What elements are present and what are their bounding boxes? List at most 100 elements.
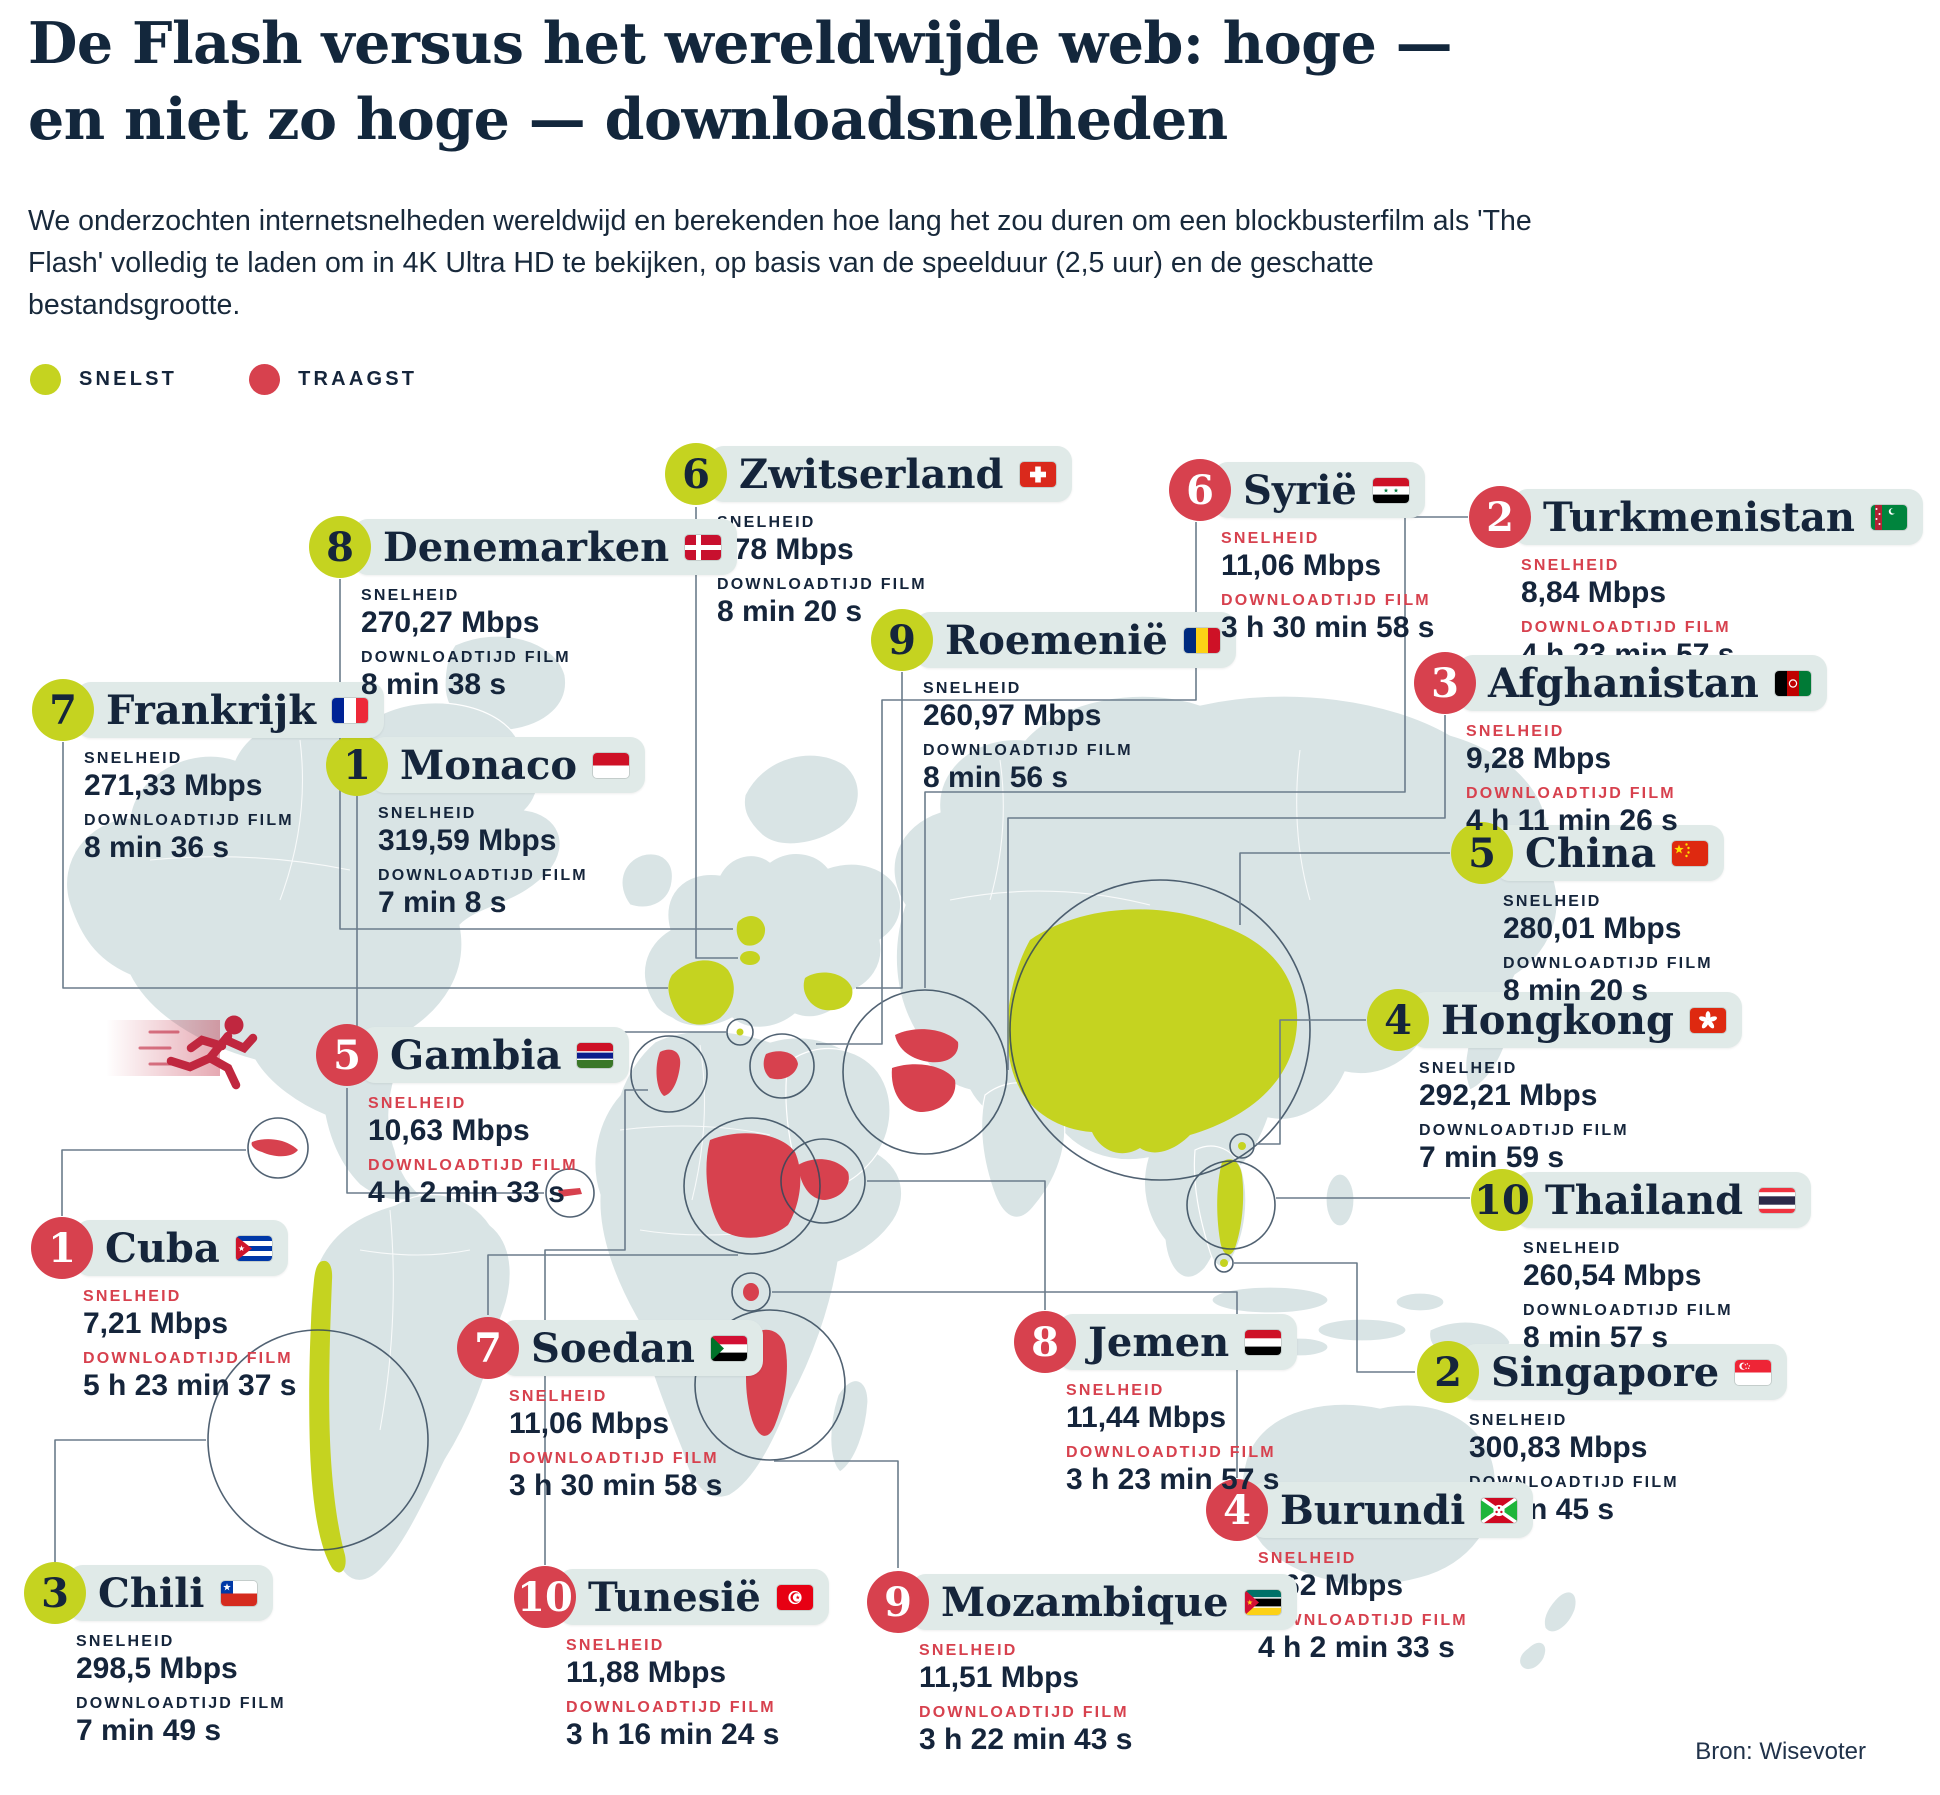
- download-time-value: 8 min 38 s: [361, 668, 507, 701]
- download-time-label: DOWNLOADTIJD FILM: [378, 867, 588, 884]
- download-time-label: DOWNLOADTIJD FILM: [1466, 785, 1676, 802]
- speed-value: 260,97 Mbps: [923, 699, 1102, 732]
- page-title: De Flash versus het wereldwijde web: hog…: [28, 10, 1453, 153]
- rank-badge: 3: [1414, 652, 1476, 714]
- country-callout-chili: 3 Chili SNELHEID 298,5 Mbps DOWNLOADTIJD…: [24, 1562, 286, 1748]
- country-stats: SNELHEID 11,06 Mbps DOWNLOADTIJD FILM 3 …: [509, 1388, 763, 1503]
- speed-label: SNELHEID: [1521, 557, 1620, 574]
- download-time-value: 8 min 56 s: [923, 761, 1069, 794]
- country-stats: SNELHEID 270,27 Mbps DOWNLOADTIJD FILM 8…: [361, 587, 737, 702]
- speed-label: SNELHEID: [566, 1637, 665, 1654]
- country-stats: SNELHEID 9,28 Mbps DOWNLOADTIJD FILM 4 h…: [1466, 723, 1827, 838]
- speed-value: 270,27 Mbps: [361, 606, 540, 639]
- zwitserland-flag-icon: [1019, 461, 1056, 487]
- rank-badge: 7: [457, 1317, 519, 1379]
- country-callout-gambia: 5 Gambia SNELHEID 10,63 Mbps DOWNLOADTIJ…: [316, 1024, 630, 1210]
- country-name: Mozambique: [941, 1578, 1229, 1626]
- legend: SNELST TRAAGST: [30, 364, 417, 395]
- download-time-value: 4 h 2 min 33 s: [368, 1176, 565, 1209]
- download-time-label: DOWNLOADTIJD FILM: [509, 1450, 719, 1467]
- rank-badge: 6: [1169, 459, 1231, 521]
- country-callout-turkmenistan: 2 Turkmenistan SNELHEID 8,84 Mbps DOWNLO…: [1469, 486, 1924, 672]
- country-callout-zwitserland: 6 Zwitserland SNELHEID 278 Mbps DOWNLOAD…: [665, 443, 1072, 629]
- download-time-label: DOWNLOADTIJD FILM: [76, 1695, 286, 1712]
- jemen-flag-icon: [1245, 1329, 1282, 1355]
- rank-badge: 9: [871, 609, 933, 671]
- cuba-flag-icon: [235, 1235, 272, 1261]
- soedan-flag-icon: [710, 1335, 747, 1361]
- country-pill: Zwitserland: [709, 446, 1072, 502]
- country-stats: SNELHEID 278 Mbps DOWNLOADTIJD FILM 8 mi…: [717, 514, 1072, 629]
- country-pill: Monaco: [370, 737, 645, 793]
- chili-flag-icon: [220, 1580, 257, 1606]
- country-stats: SNELHEID 260,54 Mbps DOWNLOADTIJD FILM 8…: [1523, 1240, 1811, 1355]
- country-name: Thailand: [1545, 1176, 1744, 1224]
- country-stats: SNELHEID 271,33 Mbps DOWNLOADTIJD FILM 8…: [84, 750, 384, 865]
- download-time-label: DOWNLOADTIJD FILM: [83, 1350, 293, 1367]
- fastest-country-highlights: [309, 909, 1298, 1573]
- country-callout-singapore: 2 Singapore SNELHEID 300,83 Mbps DOWNLOA…: [1417, 1341, 1788, 1527]
- country-pill: Frankrijk: [76, 682, 384, 738]
- gambia-flag-icon: [577, 1042, 614, 1068]
- download-time-value: 4 h 2 min 33 s: [1258, 1631, 1455, 1664]
- country-pill: Turkmenistan: [1513, 489, 1924, 545]
- country-callout-mozambique: 9 Mozambique SNELHEID 11,51 Mbps DOWNLOA…: [867, 1571, 1297, 1757]
- download-time-label: DOWNLOADTIJD FILM: [919, 1704, 1129, 1721]
- speed-value: 271,33 Mbps: [84, 769, 263, 802]
- rank-badge: 10: [514, 1566, 576, 1628]
- country-name: Syrië: [1243, 466, 1357, 514]
- country-pill: Soedan: [501, 1320, 763, 1376]
- slowest-legend-label: TRAAGST: [298, 368, 418, 390]
- download-time-label: DOWNLOADTIJD FILM: [361, 649, 571, 666]
- country-name: Afghanistan: [1488, 659, 1759, 707]
- rank-badge: 9: [867, 1571, 929, 1633]
- country-name: Chili: [98, 1569, 205, 1617]
- country-name: Cuba: [105, 1224, 220, 1272]
- country-name: Denemarken: [383, 523, 670, 571]
- country-pill: Denemarken: [353, 519, 738, 575]
- country-pill: Afghanistan: [1458, 655, 1827, 711]
- page-subtitle: We onderzochten internetsnelheden wereld…: [28, 205, 1532, 321]
- country-callout-denemarken: 8 Denemarken SNELHEID 270,27 Mbps DOWNLO…: [309, 516, 738, 702]
- download-time-value: 7 min 8 s: [378, 886, 507, 919]
- monaco-flag-icon: [593, 752, 629, 778]
- country-pill: Burundi: [1250, 1482, 1534, 1538]
- country-pill: Cuba: [75, 1220, 288, 1276]
- country-name: Hongkong: [1441, 996, 1674, 1044]
- country-pill: Jemen: [1058, 1314, 1298, 1370]
- speed-value: 278 Mbps: [717, 533, 854, 566]
- country-stats: SNELHEID 11,51 Mbps DOWNLOADTIJD FILM 3 …: [919, 1642, 1297, 1757]
- china-flag-icon: [1672, 840, 1709, 866]
- country-callout-monaco: 1 Monaco SNELHEID 319,59 Mbps DOWNLOADTI…: [326, 734, 645, 920]
- speed-label: SNELHEID: [1523, 1240, 1622, 1257]
- country-callout-roemenie: 9 Roemenië SNELHEID 260,97 Mbps DOWNLOAD…: [871, 609, 1236, 795]
- country-callout-tunesie: 10 Tunesië SNELHEID 11,88 Mbps DOWNLOADT…: [514, 1566, 829, 1752]
- download-time-label: DOWNLOADTIJD FILM: [1503, 955, 1713, 972]
- slowest-legend-dot-icon: [249, 364, 281, 395]
- roemenie-flag-icon: [1183, 627, 1220, 653]
- country-stats: SNELHEID 298,5 Mbps DOWNLOADTIJD FILM 7 …: [76, 1633, 286, 1748]
- rank-badge: 3: [24, 1562, 86, 1624]
- country-name: China: [1525, 829, 1657, 877]
- country-pill: Roemenië: [915, 612, 1236, 668]
- rank-badge: 2: [1417, 1341, 1479, 1403]
- tunesie-flag-icon: [776, 1584, 813, 1610]
- country-name: Burundi: [1280, 1486, 1466, 1534]
- burundi-flag-icon: [1481, 1497, 1518, 1523]
- speed-label: SNELHEID: [509, 1388, 608, 1405]
- download-time-label: DOWNLOADTIJD FILM: [1258, 1612, 1468, 1629]
- country-stats: SNELHEID 319,59 Mbps DOWNLOADTIJD FILM 7…: [378, 805, 645, 920]
- country-stats: SNELHEID 11,44 Mbps DOWNLOADTIJD FILM 3 …: [1066, 1382, 1297, 1497]
- speed-value: 300,83 Mbps: [1469, 1431, 1648, 1464]
- download-time-value: 8 min 20 s: [1503, 974, 1649, 1007]
- rank-badge: 5: [316, 1024, 378, 1086]
- country-name: Jemen: [1088, 1318, 1230, 1366]
- country-callout-soedan: 7 Soedan SNELHEID 11,06 Mbps DOWNLOADTIJ…: [457, 1317, 763, 1503]
- rank-badge: 1: [326, 734, 388, 796]
- speed-label: SNELHEID: [83, 1288, 182, 1305]
- country-pill: Chili: [68, 1565, 273, 1621]
- download-time-label: DOWNLOADTIJD FILM: [84, 812, 294, 829]
- speed-value: 10,63 Mbps: [368, 1114, 530, 1147]
- download-time-value: 8 min 36 s: [84, 831, 230, 864]
- hongkong-flag-icon: [1689, 1007, 1726, 1033]
